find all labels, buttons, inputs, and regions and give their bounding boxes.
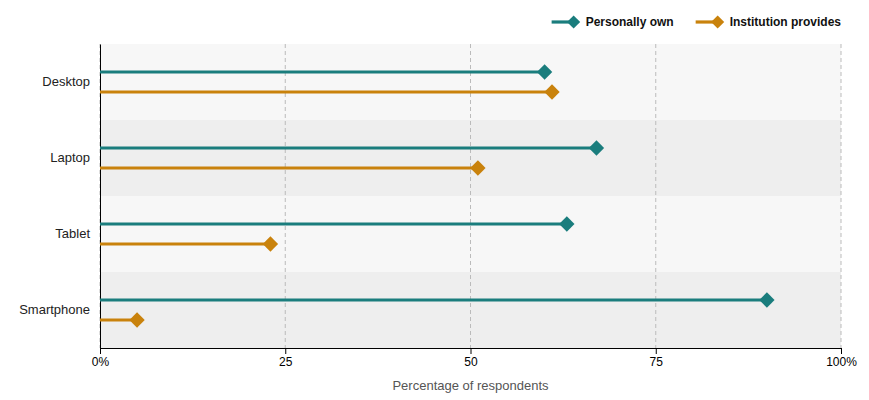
x-tick-label: 25 xyxy=(279,355,293,369)
x-axis: 0% 25 50 75 100% xyxy=(92,348,857,369)
marks xyxy=(100,64,775,327)
legend-label: Institution provides xyxy=(730,15,842,29)
x-tick-label: 50 xyxy=(464,355,478,369)
marker xyxy=(759,292,774,307)
x-tick-mark xyxy=(100,348,101,354)
x-tick-mark xyxy=(285,348,286,354)
y-tick: Laptop xyxy=(50,150,100,165)
y-tick: Desktop xyxy=(42,74,100,89)
y-axis-line xyxy=(100,45,101,349)
marker xyxy=(470,160,485,175)
x-axis-line xyxy=(101,349,842,355)
legend-label: Personally own xyxy=(586,15,674,29)
series xyxy=(100,84,560,327)
legend: Personally own Institution provides xyxy=(552,15,842,29)
x-tick-mark xyxy=(656,348,657,354)
y-tick: Tablet xyxy=(55,226,100,241)
x-tick: 25 xyxy=(279,348,293,369)
y-tick-label: Laptop xyxy=(50,150,90,165)
grid-line xyxy=(285,44,286,348)
y-tick: Smartphone xyxy=(19,302,100,317)
grid-line xyxy=(100,44,101,348)
y-tick-label: Smartphone xyxy=(19,302,90,317)
marker xyxy=(589,140,604,155)
x-tick-mark xyxy=(471,348,472,354)
stem xyxy=(100,146,596,149)
grid xyxy=(100,44,841,348)
legend-item: Personally own xyxy=(552,15,674,29)
x-tick-label: 75 xyxy=(650,355,664,369)
x-tick-label: 0% xyxy=(92,355,110,369)
legend-item: Institution provides xyxy=(696,15,842,29)
x-axis-title: Percentage of respondents xyxy=(392,378,549,393)
x-tick-label: 100% xyxy=(826,355,857,369)
marker xyxy=(544,84,559,99)
chart: 0% 25 50 75 100% Desktop Laptop Tablet Smartphon… xyxy=(0,0,869,400)
y-axis: Desktop Laptop Tablet Smartphone xyxy=(19,45,100,349)
marker xyxy=(559,216,574,231)
legend-marker xyxy=(711,15,724,28)
stem xyxy=(100,222,567,225)
grid-line xyxy=(470,44,471,348)
legend-marker xyxy=(567,15,580,28)
marker xyxy=(129,312,144,327)
grid-line xyxy=(841,44,842,348)
stem xyxy=(100,298,767,301)
x-tick: 75 xyxy=(650,348,664,369)
x-tick: 0% xyxy=(92,348,110,369)
stem xyxy=(100,166,478,169)
x-tick-mark xyxy=(841,348,842,354)
grid-line xyxy=(655,44,656,348)
y-tick-label: Tablet xyxy=(55,226,90,241)
x-tick: 100% xyxy=(826,348,857,369)
x-tick: 50 xyxy=(464,348,478,369)
series xyxy=(100,64,775,307)
marker xyxy=(537,64,552,79)
stem xyxy=(100,242,270,245)
plot-area: 0% 25 50 75 100% Desktop Laptop Tablet Smartphon… xyxy=(19,44,857,369)
row-backgrounds xyxy=(100,44,841,348)
y-tick-label: Desktop xyxy=(42,74,90,89)
stem xyxy=(100,70,545,73)
stem xyxy=(100,90,552,93)
marker xyxy=(263,236,278,251)
